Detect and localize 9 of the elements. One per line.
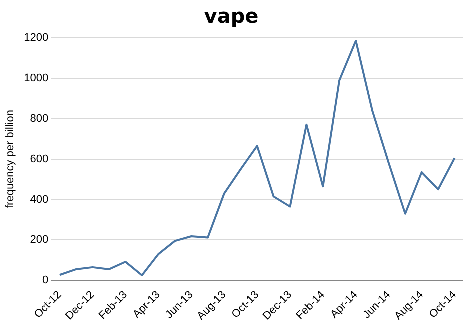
chart-title: vape xyxy=(204,4,259,28)
y-tick-label: 600 xyxy=(30,153,49,166)
y-tick-label: 400 xyxy=(30,194,49,206)
y-axis-title: frequency per billion xyxy=(4,110,17,209)
y-tick-label: 0 xyxy=(42,274,49,287)
y-tick-label: 1200 xyxy=(24,32,49,44)
y-tick-label: 200 xyxy=(30,234,49,246)
y-tick-label: 1000 xyxy=(24,72,49,84)
y-tick-label: 800 xyxy=(30,112,49,125)
